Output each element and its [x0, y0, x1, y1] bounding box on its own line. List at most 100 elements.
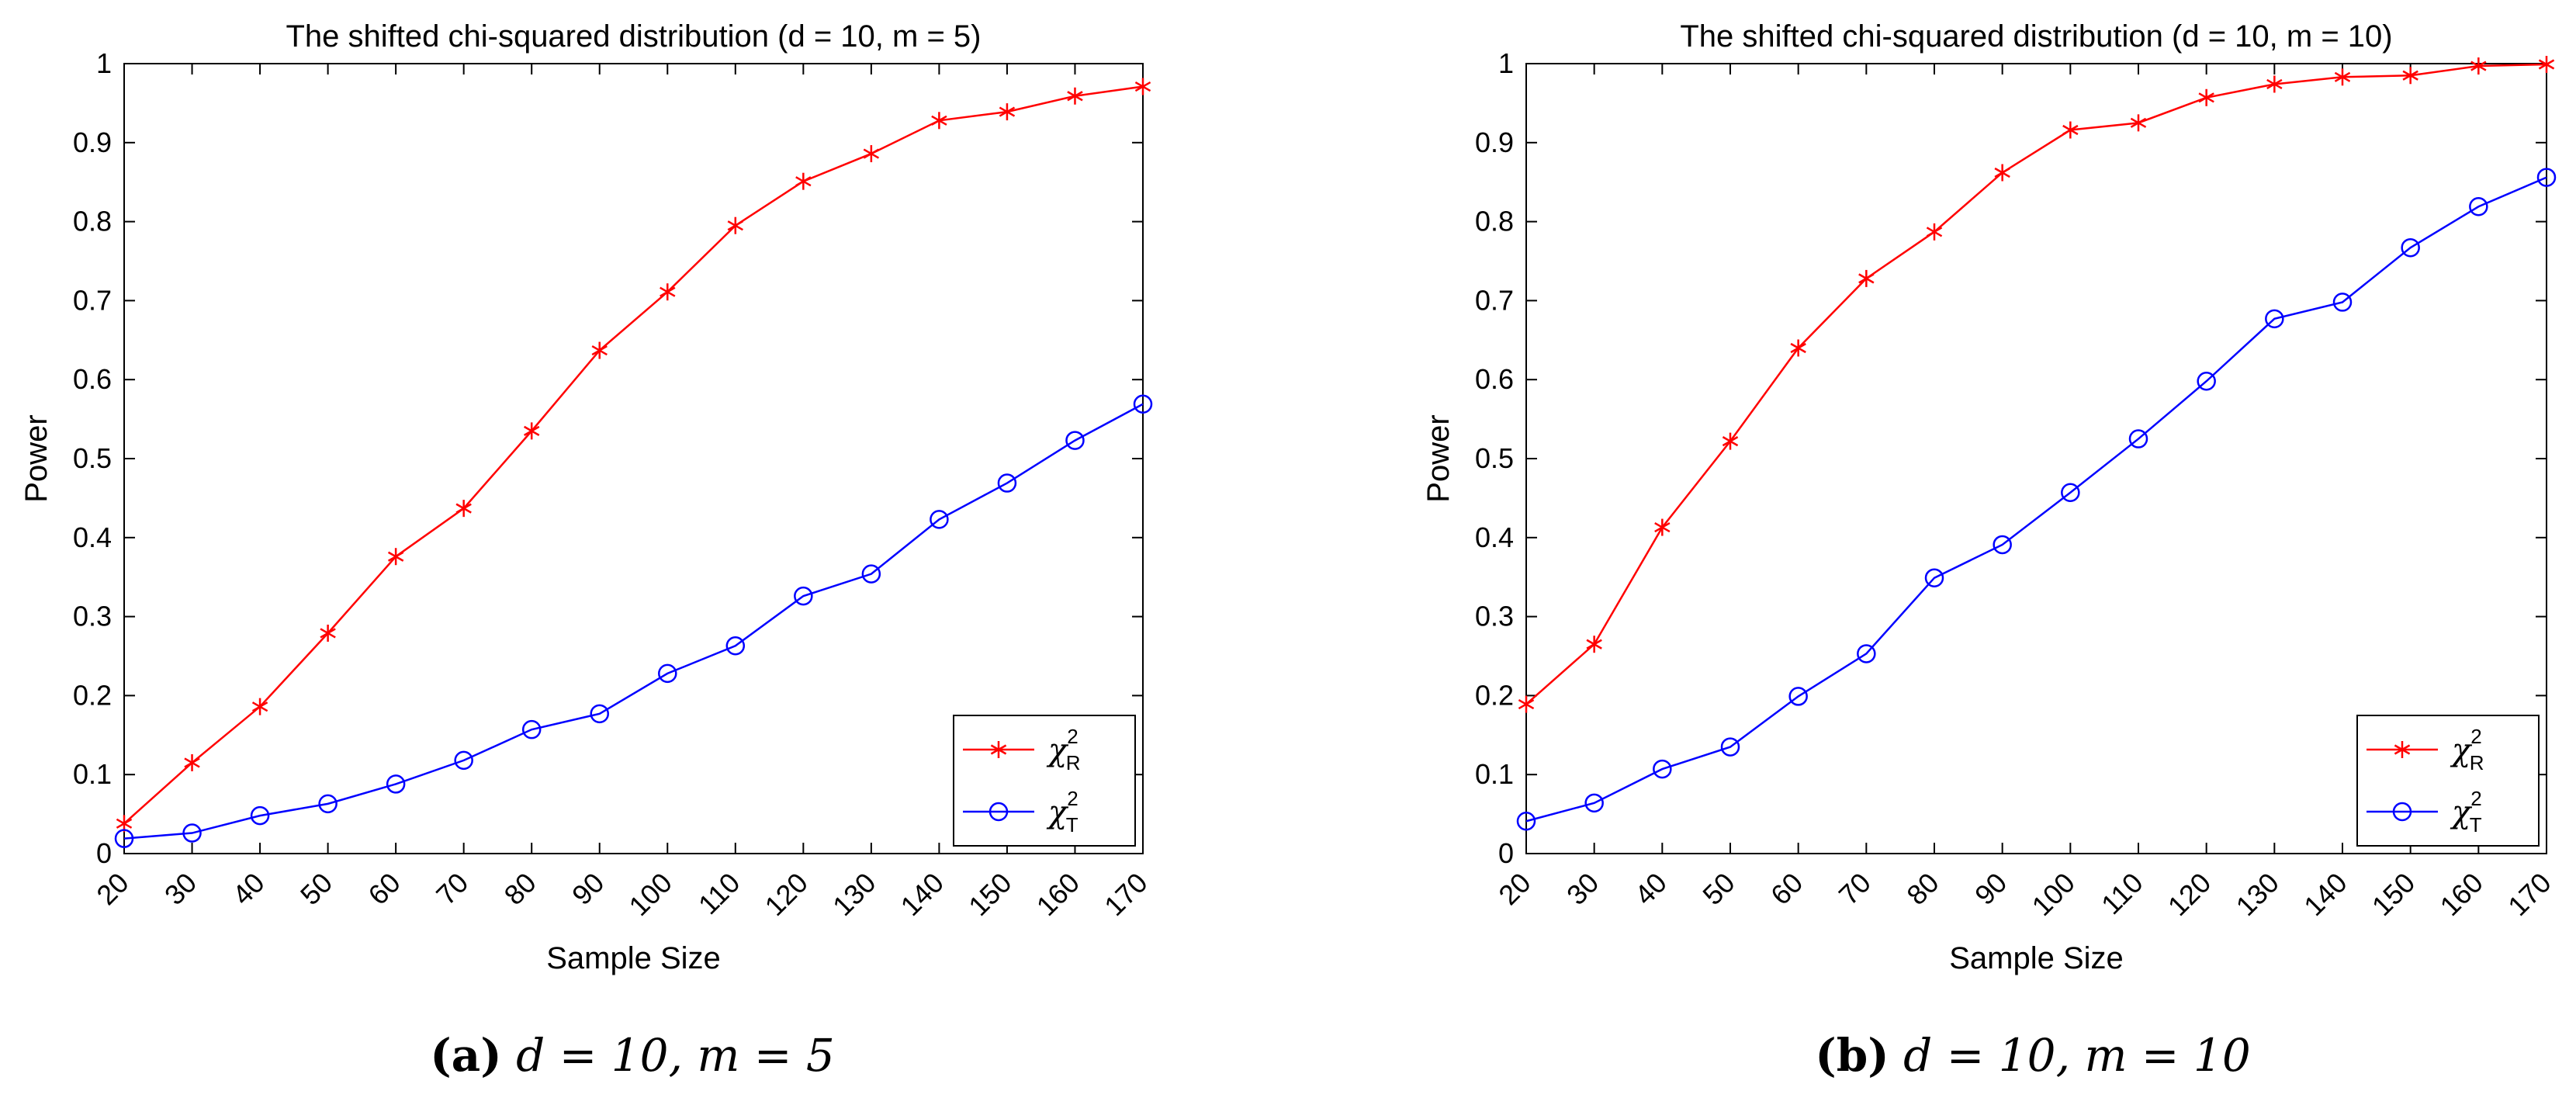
data-point	[2062, 121, 2079, 139]
data-point	[455, 500, 472, 518]
x-tick-label: 60	[362, 867, 406, 911]
marker-stroke	[251, 701, 268, 712]
data-point	[184, 753, 200, 771]
data-point	[454, 750, 473, 771]
y-tick-label: 0	[96, 837, 112, 869]
y-tick-label: 0.8	[73, 206, 112, 237]
data-point	[524, 422, 540, 440]
caption-label: (b)	[1815, 1029, 1889, 1082]
data-point	[727, 216, 743, 234]
chart-b: The shifted chi-squared distribution (d …	[1421, 19, 2557, 1082]
marker-stroke	[2062, 124, 2079, 136]
data-point	[1722, 432, 1739, 450]
data-point	[2536, 168, 2557, 187]
y-axis-label: Power	[19, 414, 54, 502]
y-tick-label: 0.8	[1475, 206, 1514, 237]
data-point	[1067, 87, 1083, 105]
marker-stroke	[863, 148, 880, 159]
data-point	[1134, 78, 1151, 95]
data-point	[2402, 67, 2418, 85]
series-line	[123, 85, 1144, 825]
data-point	[386, 774, 406, 794]
marker-stroke	[116, 818, 133, 829]
data-point	[2128, 429, 2148, 449]
x-tick-label: 100	[2026, 867, 2081, 922]
x-tick-label: 110	[2095, 867, 2149, 921]
marker-stroke	[2266, 78, 2283, 90]
y-tick-label: 0.5	[1475, 442, 1514, 474]
legend-sub: R	[1066, 751, 1081, 774]
x-tick-label: 170	[2502, 867, 2557, 922]
marker-stroke	[2402, 70, 2418, 81]
legend-chi: χ	[2450, 795, 2473, 830]
marker-stroke	[1654, 521, 1671, 533]
y-tick-label: 1	[1498, 47, 1514, 79]
legend-box	[953, 715, 1136, 847]
legend-label: χ2 T	[2450, 787, 2482, 836]
legend-sub: T	[2470, 813, 2482, 836]
marker-stroke	[2130, 117, 2147, 128]
y-tick-label: 0	[1498, 837, 1514, 869]
legend: χ2 Rχ2 T	[953, 715, 1136, 847]
x-tick-label: 160	[1030, 867, 1085, 922]
x-axis-label: Sample Size	[546, 941, 721, 975]
x-tick-label: 30	[158, 867, 203, 911]
marker-stroke	[2198, 92, 2214, 103]
legend-chi: χ	[1046, 733, 1069, 768]
x-tick-label: 70	[1833, 867, 1877, 911]
marker-stroke	[455, 503, 472, 514]
x-tick-label: 50	[294, 867, 338, 911]
marker-stroke	[387, 551, 404, 562]
data-point	[997, 473, 1017, 493]
marker-stroke	[2394, 744, 2411, 755]
data-point	[1653, 759, 1672, 779]
x-tick-label: 20	[1492, 867, 1536, 911]
data-point	[1993, 535, 2012, 555]
data-point	[1857, 644, 1876, 663]
data-point	[2332, 293, 2353, 312]
marker-stroke	[2538, 59, 2555, 70]
y-tick-label: 0.9	[73, 126, 112, 158]
x-tick-label: 50	[1696, 867, 1740, 911]
x-tick-label: 130	[826, 867, 881, 922]
data-point	[2538, 56, 2555, 74]
data-point	[591, 341, 608, 359]
data-point	[1065, 431, 1085, 450]
data-point	[1133, 394, 1153, 414]
data-point	[931, 112, 947, 130]
marker-stroke	[660, 286, 676, 297]
data-point	[2198, 88, 2214, 106]
data-point	[1586, 636, 1602, 653]
data-point	[2061, 483, 2080, 503]
data-point	[2470, 57, 2487, 75]
legend-entry: χ2 T	[2367, 787, 2482, 836]
y-tick-label: 0.5	[73, 442, 112, 474]
legend-chi: χ	[2450, 733, 2473, 768]
data-point	[660, 283, 676, 301]
series-chi-r	[1518, 56, 2555, 713]
x-tick-label: 90	[1968, 867, 2013, 911]
x-tick-label: 120	[2162, 867, 2217, 922]
legend-sup: 2	[2470, 787, 2481, 810]
x-tick-label: 130	[2230, 867, 2285, 922]
data-point	[1858, 269, 1875, 287]
data-point	[318, 794, 338, 814]
y-tick-label: 0.4	[1475, 521, 1514, 553]
data-point	[861, 564, 881, 584]
subfigure-caption: (a) d = 10, m = 5	[430, 1029, 835, 1082]
data-point	[2469, 197, 2488, 216]
data-point	[1720, 737, 1740, 757]
data-point	[990, 741, 1007, 758]
data-point	[2197, 371, 2216, 391]
data-point	[1926, 223, 1943, 241]
data-point	[114, 829, 134, 848]
caption-text: d = 10, m = 5	[502, 1029, 835, 1082]
marker-stroke	[1067, 91, 1083, 102]
marker-stroke	[2470, 61, 2487, 71]
legend-label: χ2 T	[1046, 787, 1079, 836]
data-point	[251, 698, 268, 715]
marker-stroke	[524, 425, 540, 436]
y-tick-label: 1	[96, 47, 112, 79]
legend-sub: T	[1066, 813, 1079, 836]
data-point	[795, 172, 812, 190]
